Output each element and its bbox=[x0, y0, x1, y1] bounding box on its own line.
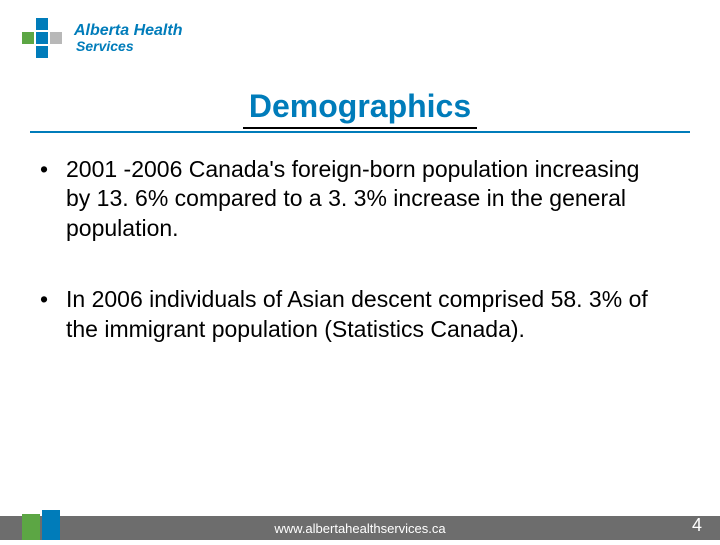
content-area: • 2001 -2006 Canada's foreign-born popul… bbox=[40, 155, 670, 386]
brand-logo: Alberta Health Services bbox=[22, 18, 182, 58]
logo-text: Alberta Health Services bbox=[74, 23, 182, 53]
logo-line-2: Services bbox=[76, 39, 182, 53]
footer-accent-icon bbox=[22, 510, 62, 540]
logo-mark-icon bbox=[22, 18, 66, 58]
bullet-text: 2001 -2006 Canada's foreign-born populat… bbox=[66, 155, 670, 243]
logo-line-1: Alberta Health bbox=[74, 23, 182, 39]
bullet-dot-icon: • bbox=[40, 155, 66, 243]
title-area: Demographics bbox=[30, 88, 690, 133]
bullet-dot-icon: • bbox=[40, 285, 66, 344]
footer: www.albertahealthservices.ca 4 bbox=[0, 510, 720, 540]
bullet-item: • In 2006 individuals of Asian descent c… bbox=[40, 285, 670, 344]
footer-url: www.albertahealthservices.ca bbox=[274, 521, 445, 536]
bullet-text: In 2006 individuals of Asian descent com… bbox=[66, 285, 670, 344]
page-title: Demographics bbox=[243, 88, 477, 129]
bullet-item: • 2001 -2006 Canada's foreign-born popul… bbox=[40, 155, 670, 243]
page-number: 4 bbox=[692, 515, 702, 536]
title-underline bbox=[30, 131, 690, 133]
footer-gray-bar: www.albertahealthservices.ca bbox=[0, 516, 720, 540]
footer-bar: www.albertahealthservices.ca bbox=[0, 516, 720, 540]
